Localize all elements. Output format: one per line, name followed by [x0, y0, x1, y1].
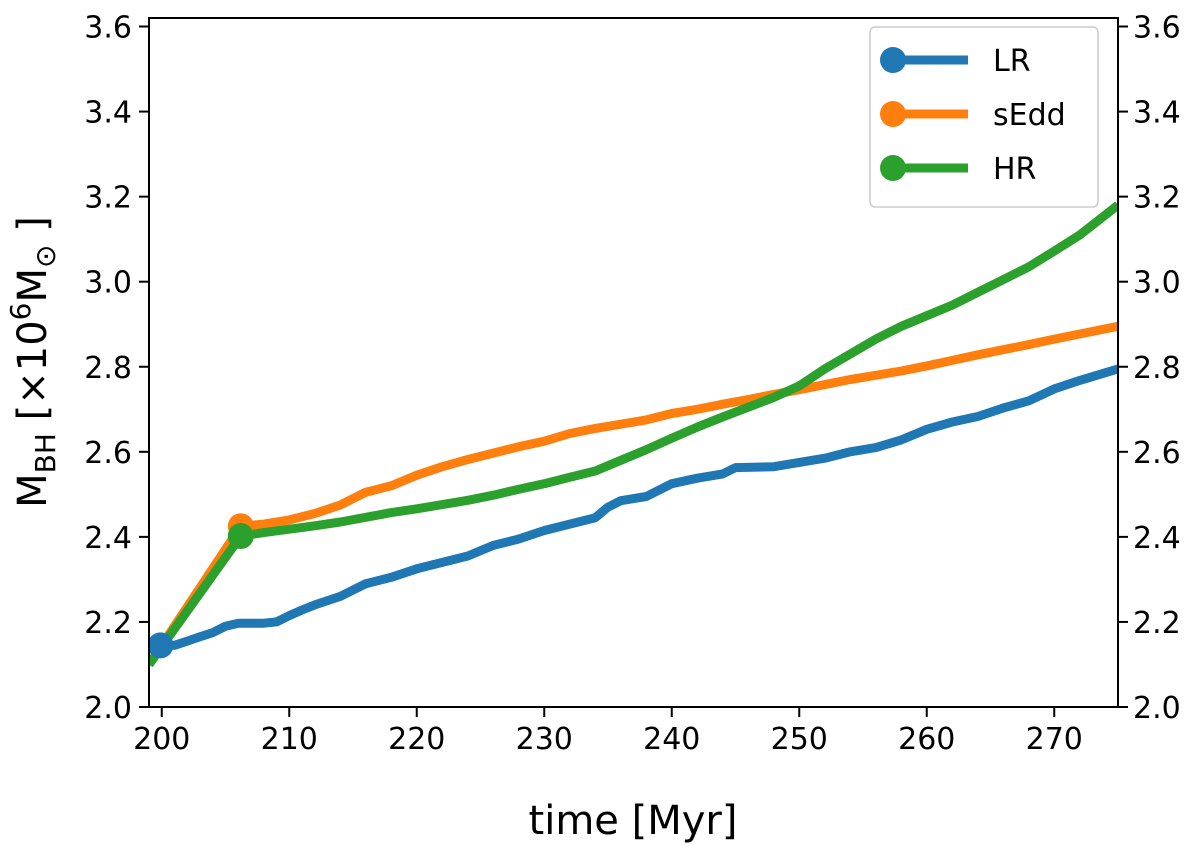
y-label-mantissa: 10	[10, 320, 56, 371]
series-line-hr	[149, 201, 1118, 668]
y-tick-label-right: 3.0	[1133, 266, 1181, 301]
y-tick-label-right: 3.6	[1133, 11, 1181, 46]
y-tick-label-right: 2.2	[1133, 606, 1181, 641]
plot-frame	[148, 17, 1119, 708]
y-tick-label-right: 3.2	[1133, 181, 1181, 216]
series-line-sedd	[149, 321, 1118, 667]
y-label-base-sub: BH	[29, 433, 62, 473]
x-tick-label: 260	[898, 722, 955, 757]
series-line-lr	[160, 364, 1118, 650]
legend-items: LR sEdd HR	[880, 44, 1066, 187]
series-start-marker-lr	[149, 632, 174, 659]
y-label-bracket-close: ]	[10, 216, 56, 232]
series-layer	[149, 201, 1118, 668]
y-label-unit-sub: ⊙	[29, 244, 62, 267]
series-start-marker-hr	[227, 523, 254, 550]
x-tick-label: 250	[771, 722, 828, 757]
x-tick-label: 240	[643, 722, 700, 757]
y-tick-label-left: 2.8	[84, 351, 132, 386]
y-tick-label-left: 2.2	[84, 606, 132, 641]
y-tick-label-left: 2.0	[84, 691, 132, 726]
y-tick-label-right: 2.0	[1133, 691, 1181, 726]
legend-label-sedd: sEdd	[993, 98, 1066, 133]
tick-layer: 200 210 220 230 240 250 260 270 2.0 2.0 2.2 2.2 2.4 2…	[84, 11, 1180, 757]
x-tick-label: 270	[1026, 722, 1083, 757]
legend: LR sEdd HR	[869, 26, 1099, 208]
legend-marker-hr	[880, 155, 906, 181]
legend-box	[869, 26, 1099, 208]
y-tick-label-left: 3.6	[84, 11, 132, 46]
y-axis-title: MBH [×106M⊙ ]	[4, 216, 62, 508]
x-tick-label: 210	[261, 722, 318, 757]
x-axis-title: time [Myr]	[529, 798, 738, 844]
y-tick-label-left: 2.6	[84, 436, 132, 471]
y-tick-label-left: 3.4	[84, 96, 132, 131]
legend-label-lr: LR	[993, 44, 1031, 79]
y-tick-label-left: 3.0	[84, 266, 132, 301]
legend-marker-lr	[880, 47, 906, 73]
y-label-unit: M	[10, 268, 56, 303]
y-tick-label-right: 2.8	[1133, 351, 1181, 386]
legend-label-hr: HR	[993, 152, 1036, 187]
y-tick-label-right: 2.4	[1133, 521, 1181, 556]
legend-marker-sedd	[880, 101, 906, 127]
y-label-bracket-open: [	[10, 405, 56, 421]
x-tick-label: 230	[516, 722, 573, 757]
y-tick-label-left: 3.2	[84, 181, 132, 216]
y-label-exponent: 6	[4, 302, 37, 320]
x-tick-label: 200	[133, 722, 190, 757]
y-tick-label-right: 2.6	[1133, 436, 1181, 471]
y-label-times: ×	[10, 371, 56, 405]
y-tick-label-right: 3.4	[1133, 96, 1181, 131]
y-tick-label-left: 2.4	[84, 521, 132, 556]
x-tick-label: 220	[388, 722, 445, 757]
y-label-base: M	[10, 473, 56, 508]
